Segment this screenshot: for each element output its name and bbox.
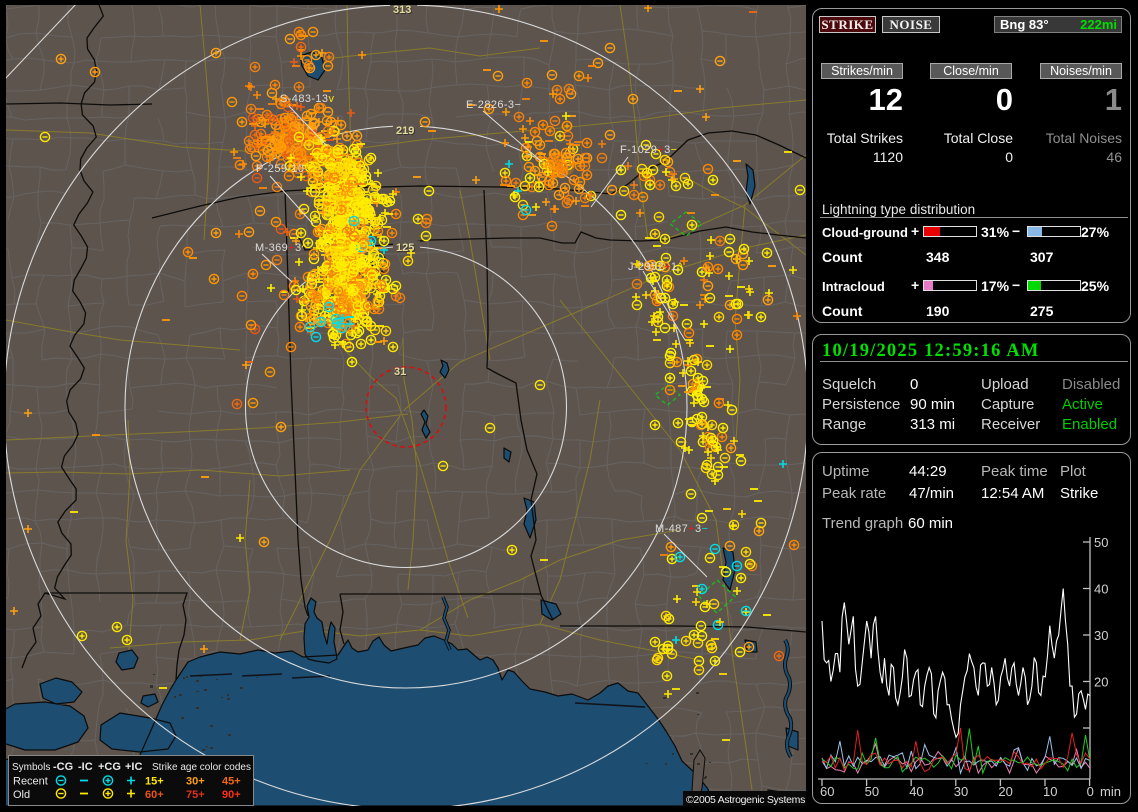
svg-text:45+: 45+ bbox=[222, 776, 241, 788]
svg-text:20: 20 bbox=[998, 784, 1012, 799]
svg-text:Old: Old bbox=[13, 789, 30, 801]
svg-text:+IC: +IC bbox=[125, 761, 142, 773]
svg-text:10: 10 bbox=[1043, 784, 1057, 799]
svg-text:F-1029+3−: F-1029+3− bbox=[620, 144, 677, 156]
svg-text:313: 313 bbox=[394, 5, 412, 17]
svg-text:60: 60 bbox=[820, 784, 834, 799]
svg-text:60+: 60+ bbox=[145, 789, 164, 801]
svg-text:75+: 75+ bbox=[186, 789, 205, 801]
svg-text:15+: 15+ bbox=[145, 776, 164, 788]
svg-text:219: 219 bbox=[396, 125, 414, 137]
svg-text:50: 50 bbox=[865, 784, 879, 799]
svg-text:M-487+3−: M-487+3− bbox=[655, 523, 708, 535]
svg-text:-IC: -IC bbox=[78, 761, 93, 773]
svg-text:J-2952+1^: J-2952+1^ bbox=[628, 261, 683, 273]
svg-text:30+: 30+ bbox=[186, 776, 205, 788]
svg-text:+CG: +CG bbox=[98, 761, 121, 773]
svg-text:S-483-13v: S-483-13v bbox=[280, 93, 334, 105]
svg-text:90+: 90+ bbox=[222, 789, 241, 801]
svg-text:50: 50 bbox=[1094, 535, 1108, 550]
svg-text:Symbols: Symbols bbox=[12, 762, 50, 773]
svg-text:40: 40 bbox=[1094, 582, 1108, 597]
svg-text:219: 219 bbox=[397, 126, 415, 138]
svg-text:30: 30 bbox=[954, 784, 968, 799]
svg-text:M-369+3^: M-369+3^ bbox=[255, 242, 308, 254]
svg-text:20: 20 bbox=[1094, 675, 1108, 690]
svg-text:0: 0 bbox=[1087, 784, 1094, 799]
svg-text:Recent: Recent bbox=[13, 776, 48, 788]
svg-text:31: 31 bbox=[394, 366, 406, 378]
svg-text:min: min bbox=[1100, 784, 1121, 799]
svg-text:Strike age color codes: Strike age color codes bbox=[152, 762, 251, 773]
svg-text:313: 313 bbox=[393, 5, 411, 16]
svg-text:E-2826-3−: E-2826-3− bbox=[466, 99, 521, 111]
svg-text:30: 30 bbox=[1094, 628, 1108, 643]
svg-text:-CG: -CG bbox=[53, 761, 73, 773]
svg-text:40: 40 bbox=[909, 784, 923, 799]
svg-text:125: 125 bbox=[396, 242, 414, 254]
svg-text:P-259-10^: P-259-10^ bbox=[256, 163, 310, 175]
svg-text:31: 31 bbox=[395, 367, 407, 379]
svg-text:©2005 Astrogenic Systems: ©2005 Astrogenic Systems bbox=[686, 794, 805, 806]
